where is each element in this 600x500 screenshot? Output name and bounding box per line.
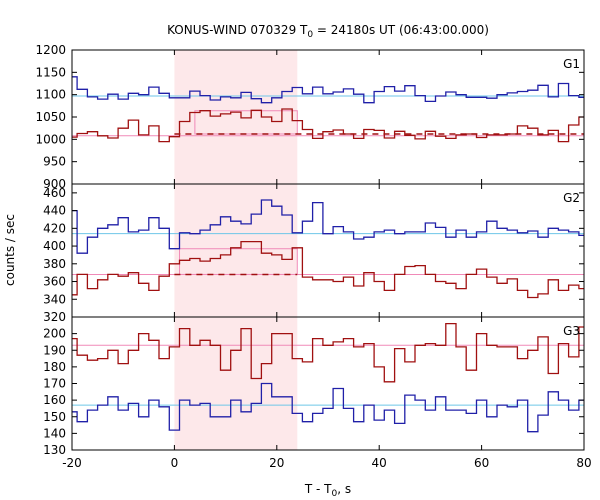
y-tick-label: 900 [43,177,66,191]
y-tick-label: 340 [43,292,66,306]
y-tick-label: 140 [43,426,66,440]
y-tick-label: 130 [43,443,66,457]
y-tick-label: 950 [43,155,66,169]
x-tick-label: 40 [372,456,387,470]
y-tick-label: 1000 [35,132,66,146]
y-axis-label: counts / sec [3,214,17,286]
y-tick-label: 160 [43,393,66,407]
panel-frame [71,183,585,318]
x-axis-label: T - T0, s [304,482,351,499]
y-tick-label: 360 [43,275,66,289]
y-tick-label: 180 [43,360,66,374]
plot-area: 900 950 1000 1050 1100 1150 1200 G1 320 340 360 380… [35,43,591,470]
x-tick-label: -20 [62,456,82,470]
y-tick-label: 170 [43,377,66,391]
series-blue [72,382,584,433]
highlight-interval [174,50,298,450]
series-blue [72,199,584,254]
y-tick-label: 1100 [35,88,66,102]
y-tick-label: 1050 [35,110,66,124]
y-tick-label: 150 [43,410,66,424]
y-tick-label: 400 [43,239,66,253]
y-tick-label: 1150 [35,65,66,79]
series-red [72,108,584,143]
panel-label: G1 [563,57,580,71]
chart-title: KONUS-WIND 070329 T0 = 24180s UT (06:43:… [167,23,489,40]
y-tick-label: 200 [43,327,66,341]
y-tick-label: 320 [43,310,66,324]
series-red [72,240,584,299]
x-tick-label: 80 [576,456,591,470]
y-tick-label: 190 [43,343,66,357]
series-red [72,322,584,383]
y-tick-label: 420 [43,221,66,235]
series-blue [72,76,584,104]
x-tick-label: 20 [269,456,284,470]
panel-g3: 130 140 150 160 170 180 190 200 G3 [43,316,585,457]
x-tick-label: 0 [171,456,179,470]
panel-g1: 900 950 1000 1050 1100 1150 1200 G1 [35,43,585,191]
y-tick-label: 440 [43,204,66,218]
panel-g2: 320 340 360 380 400 420 440 460 G2 [43,183,585,324]
y-tick-label: 460 [43,186,66,200]
panel-frame [71,49,585,185]
x-tick-label: 60 [474,456,489,470]
y-tick-label: 380 [43,257,66,271]
panel-label: G2 [563,191,580,205]
panel-label: G3 [563,324,580,338]
y-tick-label: 1200 [35,43,66,57]
